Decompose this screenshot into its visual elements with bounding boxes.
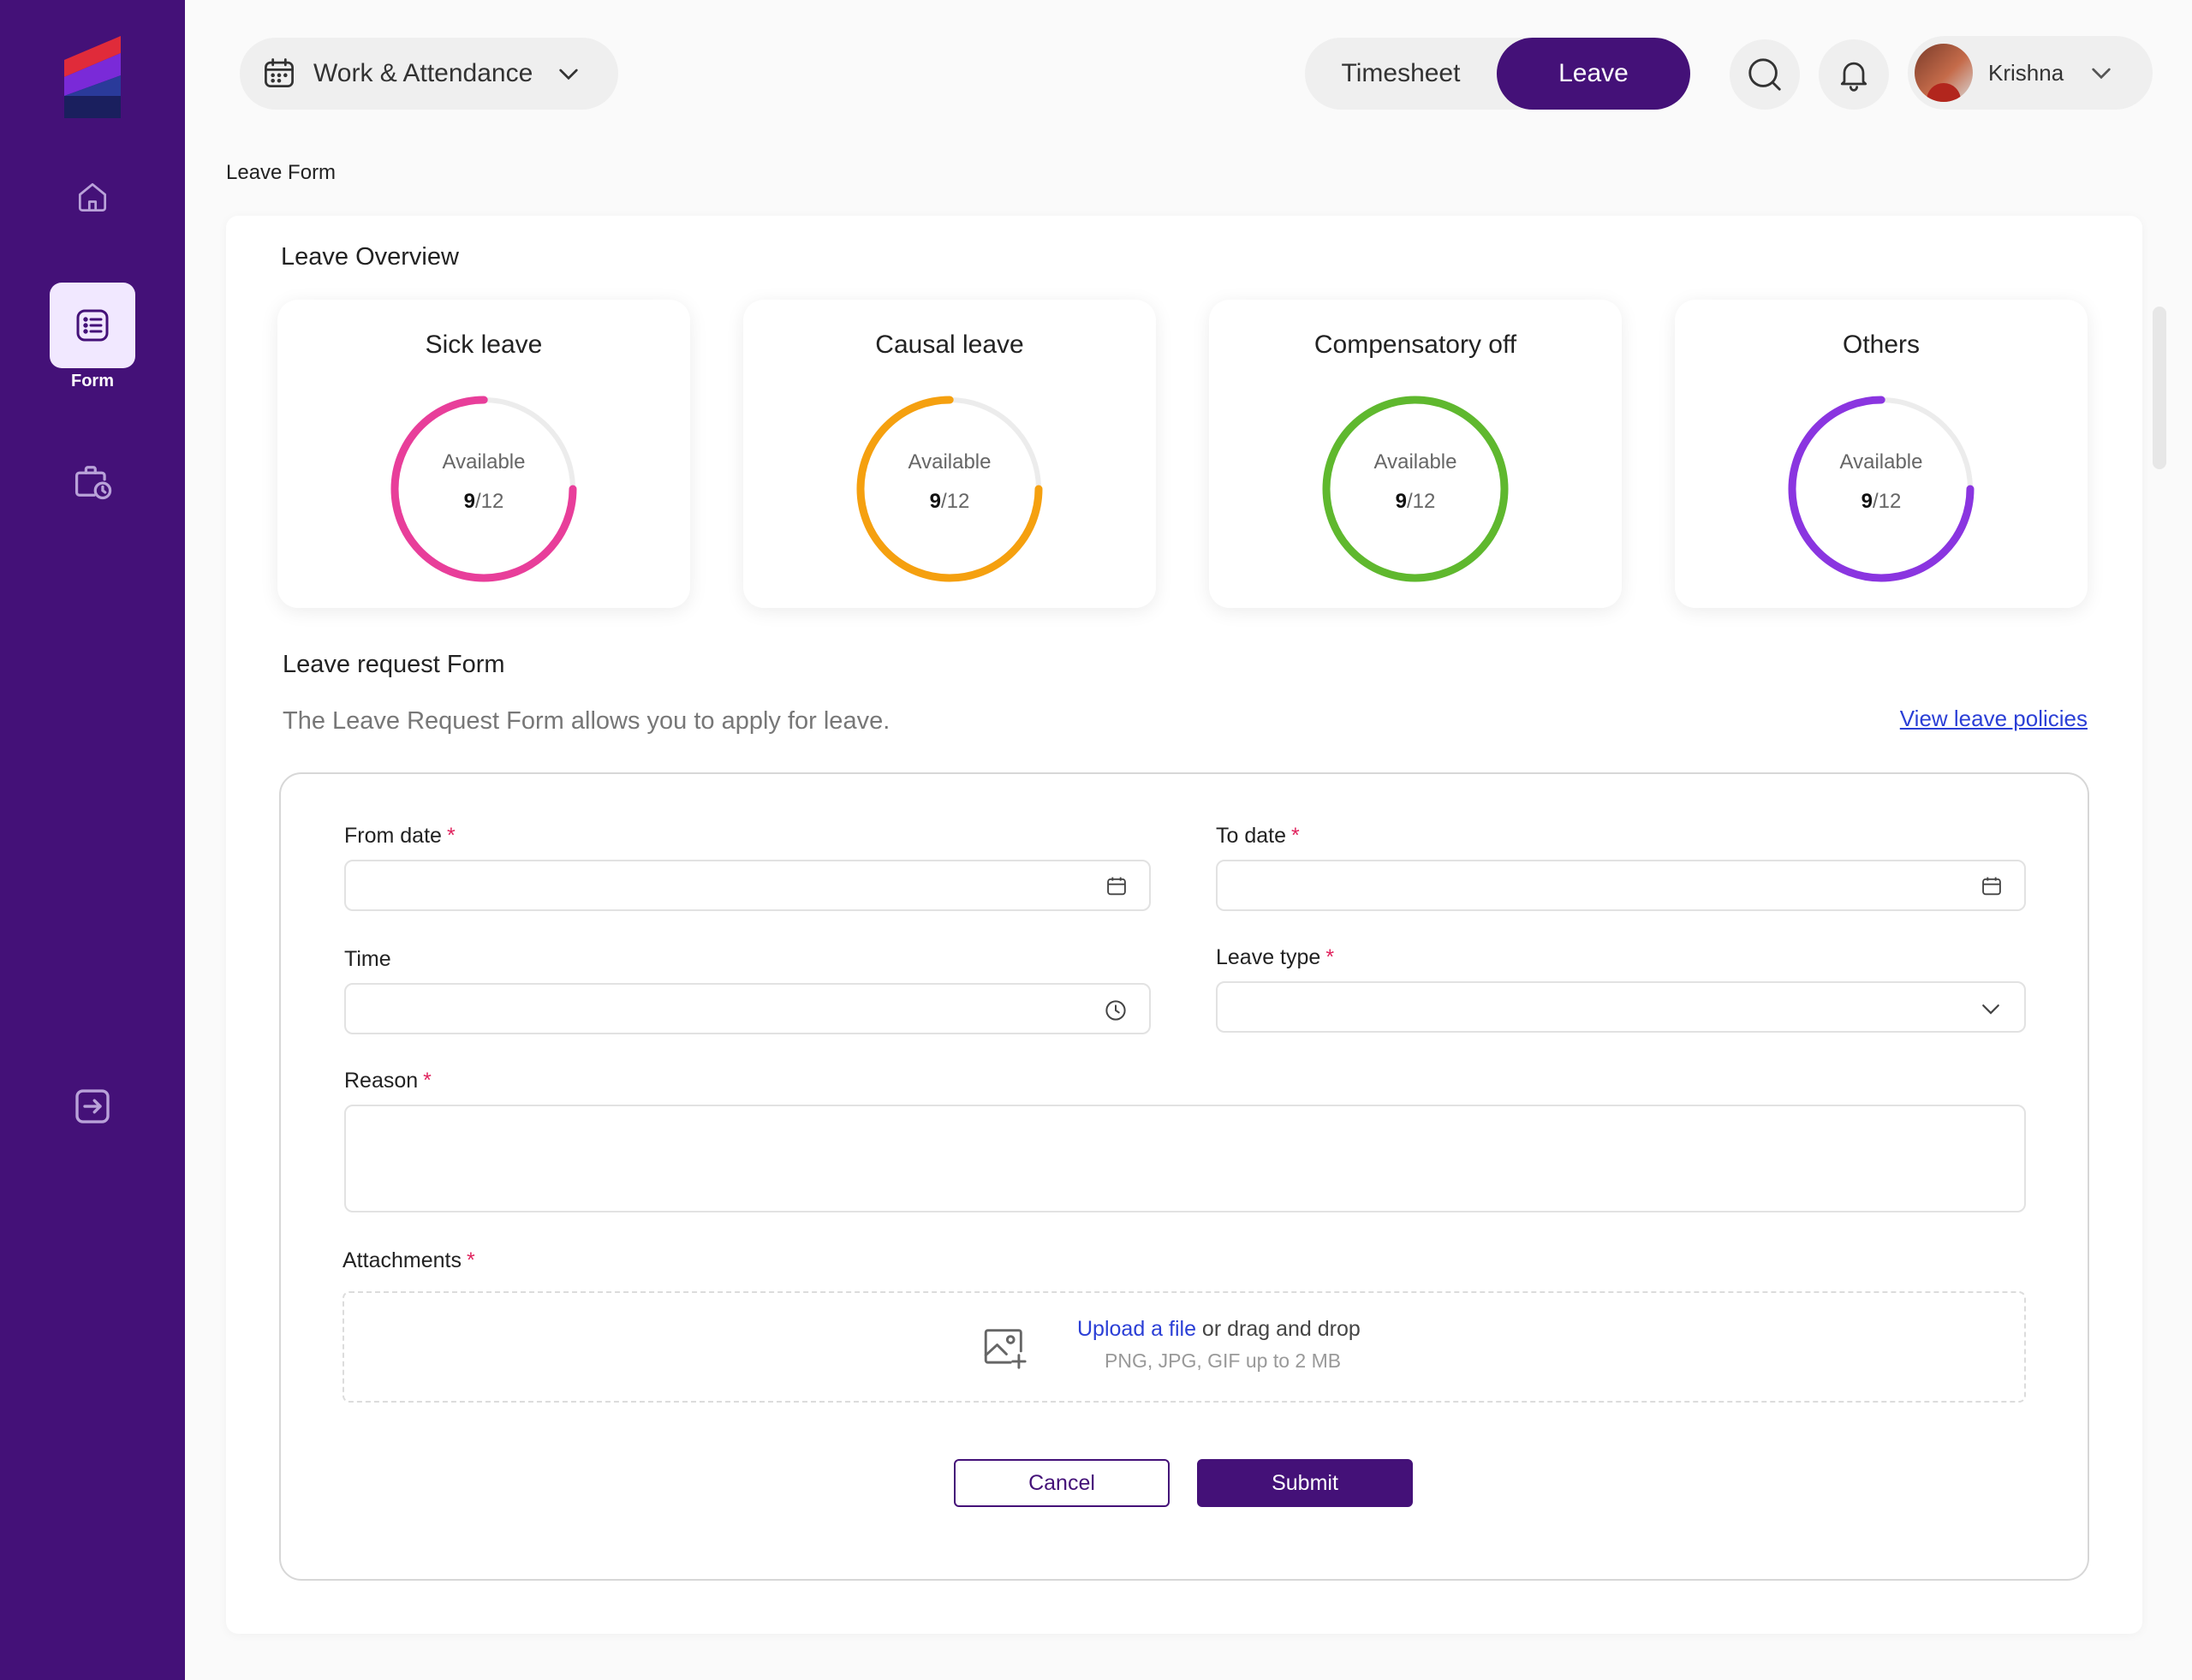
available-label: Available: [908, 450, 992, 474]
briefcase-clock-icon: [74, 466, 112, 500]
leave-card-title: Sick leave: [425, 331, 543, 359]
view-toggle: Timesheet Leave: [1305, 38, 1690, 110]
overview-title: Leave Overview: [281, 243, 459, 271]
available-label: Available: [1839, 450, 1923, 474]
upload-file-link[interactable]: Upload a file: [1077, 1317, 1196, 1341]
available-count: 9/12: [463, 490, 504, 513]
sidebar: Form: [0, 0, 185, 1680]
chevron-down-icon: [559, 69, 578, 80]
progress-ring: [1322, 396, 1509, 582]
submit-button[interactable]: Submit: [1197, 1459, 1413, 1507]
module-label: Work & Attendance: [313, 59, 533, 87]
calendar-icon[interactable]: [1105, 874, 1129, 898]
notifications-button[interactable]: [1819, 39, 1889, 110]
leave-type-select[interactable]: [1216, 981, 2026, 1033]
available-label: Available: [1373, 450, 1457, 474]
attendance-nav[interactable]: [50, 438, 135, 524]
leave-card-others: Others Available 9/12: [1675, 300, 2088, 608]
tab-timesheet[interactable]: Timesheet: [1341, 59, 1461, 87]
calendar-icon: [265, 58, 294, 88]
leave-card-compensatory: Compensatory off Available 9/12: [1209, 300, 1622, 608]
leave-card-causal: Causal leave Available 9/12: [743, 300, 1156, 608]
from-date-input[interactable]: [344, 860, 1151, 911]
available-count: 9/12: [929, 490, 970, 513]
upload-hint: PNG, JPG, GIF up to 2 MB: [1105, 1349, 1342, 1372]
image-upload-icon: [984, 1329, 1027, 1369]
leave-type-label: Leave type *: [1216, 945, 1335, 969]
reason-label: Reason *: [344, 1069, 432, 1093]
user-menu[interactable]: Krishna: [1908, 36, 2153, 110]
form-icon: [76, 309, 109, 342]
home-icon: [78, 182, 107, 211]
leave-card-title: Compensatory off: [1313, 331, 1517, 359]
leave-card-title: Others: [1842, 331, 1921, 359]
ring-progress-arc: [390, 396, 577, 582]
leave-card-container: Leave Overview Sick leave Available 9/12…: [226, 216, 2142, 1634]
home-nav[interactable]: [50, 154, 135, 240]
logout-nav[interactable]: [50, 1063, 135, 1149]
reason-textarea[interactable]: [344, 1105, 2026, 1212]
logout-icon: [75, 1089, 110, 1123]
available-label: Available: [442, 450, 526, 474]
calendar-icon[interactable]: [1980, 874, 2004, 898]
form-title: Leave request Form: [283, 651, 505, 678]
to-date-label: To date *: [1216, 824, 1300, 848]
search-button[interactable]: [1730, 39, 1800, 110]
module-switcher[interactable]: Work & Attendance: [240, 38, 618, 110]
form-nav-label[interactable]: Form: [71, 372, 114, 390]
scrollbar[interactable]: [2153, 307, 2166, 469]
user-name: Krishna: [1988, 59, 2064, 86]
leave-card-sick: Sick leave Available 9/12: [277, 300, 690, 608]
logo-icon[interactable]: [64, 36, 121, 118]
progress-ring: [856, 396, 1043, 582]
leave-request-form: From date * To date * Time Leave type * Rea…: [279, 772, 2089, 1581]
ring-progress-arc: [1788, 396, 1975, 582]
view-policies-link[interactable]: View leave policies: [1899, 706, 2088, 731]
avatar: [1915, 44, 1973, 102]
to-date-input[interactable]: [1216, 860, 2026, 911]
time-label: Time: [344, 947, 391, 971]
progress-ring: [1788, 396, 1975, 582]
cancel-button[interactable]: Cancel: [954, 1459, 1170, 1507]
chevron-down-icon: [1982, 1004, 1999, 1015]
clock-icon[interactable]: [1103, 998, 1129, 1023]
ring-progress-arc: [856, 396, 1043, 582]
time-input[interactable]: [344, 983, 1151, 1034]
main-area: Work & Attendance Timesheet Leave Krishn…: [185, 0, 2192, 1680]
progress-ring: [390, 396, 577, 582]
leave-card-title: Causal leave: [875, 331, 1024, 359]
form-description: The Leave Request Form allows you to app…: [283, 707, 890, 735]
from-date-label: From date *: [344, 824, 456, 848]
upload-instructions: Upload a file or drag and drop: [1077, 1317, 1361, 1341]
available-count: 9/12: [1861, 490, 1902, 513]
ring-progress-arc: [1322, 396, 1509, 582]
attachment-dropzone[interactable]: Upload a file or drag and drop PNG, JPG,…: [342, 1291, 2026, 1403]
attachments-label: Attachments *: [342, 1248, 475, 1272]
chevron-down-icon: [2092, 68, 2111, 80]
form-nav[interactable]: [50, 283, 135, 368]
page-title: Leave Form: [226, 161, 337, 184]
tab-leave[interactable]: Leave: [1497, 38, 1690, 110]
search-icon: [1748, 58, 1781, 91]
available-count: 9/12: [1395, 490, 1436, 513]
bell-icon: [1840, 62, 1867, 92]
